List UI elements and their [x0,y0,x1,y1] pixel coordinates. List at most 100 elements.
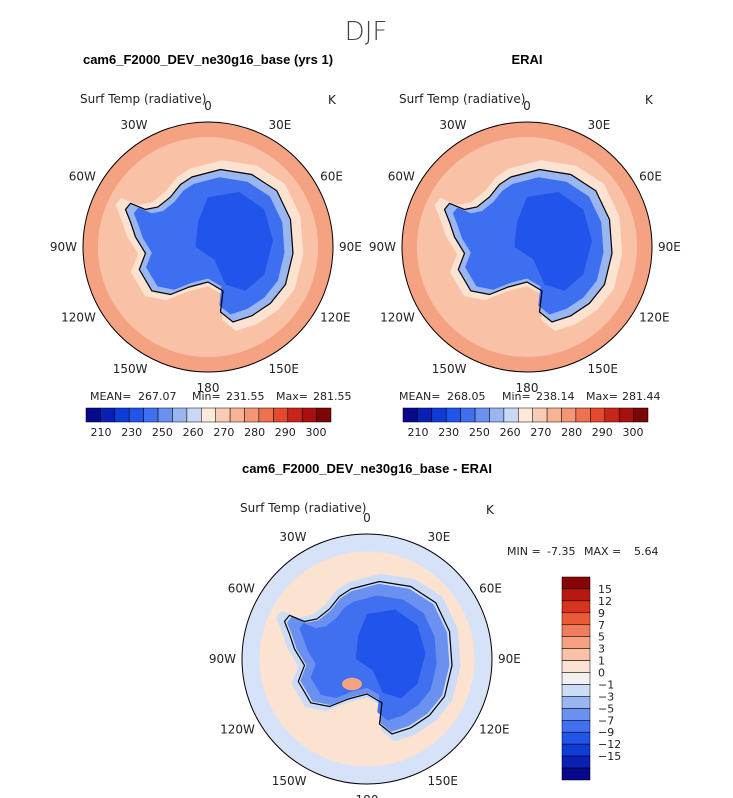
max-label: Max= [586,390,618,403]
longitude-label: 90E [339,240,362,254]
colorbar-swatch [561,720,591,733]
ice-diff-core [355,609,426,699]
colorbar-swatch [85,407,101,423]
colorbar-tick-label: 230 [121,426,142,439]
longitude-label: 90W [209,652,236,666]
colorbar-tick-label: 260 [500,426,521,439]
longitude-label: 180 [516,381,539,395]
map-border [82,121,334,373]
colorbar-swatch [561,660,591,673]
stats-diff: MIN = -7.35 MAX = 5.64 [507,545,659,558]
stats-obs: MEAN= 268.05 Min= 238.14 Max= 281.44 [399,390,661,403]
colorbar-swatch [316,407,332,423]
colorbar-swatch [445,407,461,423]
variable-label-model: Surf Temp (radiative) [80,92,206,106]
longitude-label: 90W [50,240,77,254]
colorbar-swatch [431,407,447,423]
colorbar-tick-label: 290 [275,426,296,439]
min-label: Min= [502,390,531,403]
map-diff [241,533,493,785]
max-value: 5.64 [634,545,659,558]
colorbar-swatch [474,407,490,423]
colorbar-swatch [244,407,260,423]
panel-title-obs: ERAI [511,52,542,67]
colorbar-swatch [143,407,159,423]
colorbar-swatch [590,407,606,423]
longitude-label: 180 [197,381,220,395]
colorbar-swatch [561,708,591,721]
colorbar-swatch [561,648,591,661]
colorbar-swatch [201,407,216,423]
min-label: Min= [192,390,221,403]
colorbar-tick-label: 0 [598,667,605,680]
colorbar-swatch [532,407,548,423]
colorbar-swatch [561,731,591,745]
colorbar-swatch [229,407,245,423]
colorbar-tick-label: −15 [598,750,621,763]
warm-anomaly-patch [342,677,362,691]
colorbar-swatch [561,576,591,590]
variable-label-obs: Surf Temp (radiative) [399,92,525,106]
colorbar-tick-label: 260 [183,426,204,439]
units-label-obs: K [645,93,654,107]
colorbar-swatch [417,407,433,423]
colorbar-swatch [460,407,476,423]
stats-model: MEAN= 267.07 Min= 231.55 Max= 281.55 [90,390,352,403]
ice-core [514,192,592,291]
longitude-label: 180 [356,793,379,798]
colorbar-tick-label: 290 [592,426,613,439]
colorbar-swatch [186,407,202,423]
colorbar-tick-label: 270 [213,426,234,439]
max-label: Max= [276,390,308,403]
colorbar-tick-label: 250 [152,426,173,439]
longitude-label: 0 [523,99,531,113]
colorbar-swatch [215,407,231,423]
colorbar-swatch [561,407,577,423]
colorbar-swatch [301,407,317,423]
colorbar-swatch [618,407,634,423]
coastline [443,168,613,323]
coastline [283,580,453,735]
longitude-labels-obs: 0 30E 60E 90E 120E 150E 180 150W 120W 90W 60W 30W [369,99,681,395]
colorbar-tick-label: 280 [244,426,265,439]
mean-label: MEAN= [90,390,131,403]
season-title: DJF [345,17,388,47]
colorbar-tick-label: 5 [598,631,605,644]
mean-label: MEAN= [399,390,440,403]
colorbar-swatch [561,743,591,757]
longitude-label: 120W [220,723,255,737]
colorbar-model: 210 230 250 260 270 280 290 300 [85,407,332,439]
colorbar-swatch [258,407,274,423]
colorbar-swatch [575,407,591,423]
map-obs [401,121,653,373]
longitude-label: 60E [639,170,662,184]
longitude-label: 150E [428,774,459,788]
colorbar-tick-label: 7 [598,619,605,632]
longitude-label: 30E [428,530,451,544]
colorbar-tick-label: 300 [306,426,327,439]
colorbar-tick-label: −9 [598,726,614,739]
colorbar-swatch [561,624,591,637]
longitude-label: 120E [479,723,510,737]
colorbar-tick-label: 210 [91,426,112,439]
colorbar-swatch [561,696,591,709]
colorbar-swatch [100,407,116,423]
map-border [241,533,493,785]
longitude-label: 120W [380,311,415,325]
colorbar-tick-label: 9 [598,607,605,620]
longitude-labels-model: 0 30E 60E 90E 120E 150E 180 150W 120W 90W 60W 30W [50,99,362,395]
colorbar-tick-label: 270 [530,426,551,439]
colorbar-tick-label: 1 [598,655,605,668]
colorbar-tick-label: −7 [598,714,614,727]
colorbar-tick-label: 210 [408,426,429,439]
longitude-label: 30W [120,118,147,132]
map-model [82,121,334,373]
colorbar-swatch [128,407,144,423]
colorbar-tick-label: 15 [598,583,612,596]
max-label: MAX = [584,545,621,558]
colorbar-swatch [402,407,418,423]
longitude-label: 150W [113,362,148,376]
longitude-label: 150W [432,362,467,376]
colorbar-swatch [172,407,188,423]
